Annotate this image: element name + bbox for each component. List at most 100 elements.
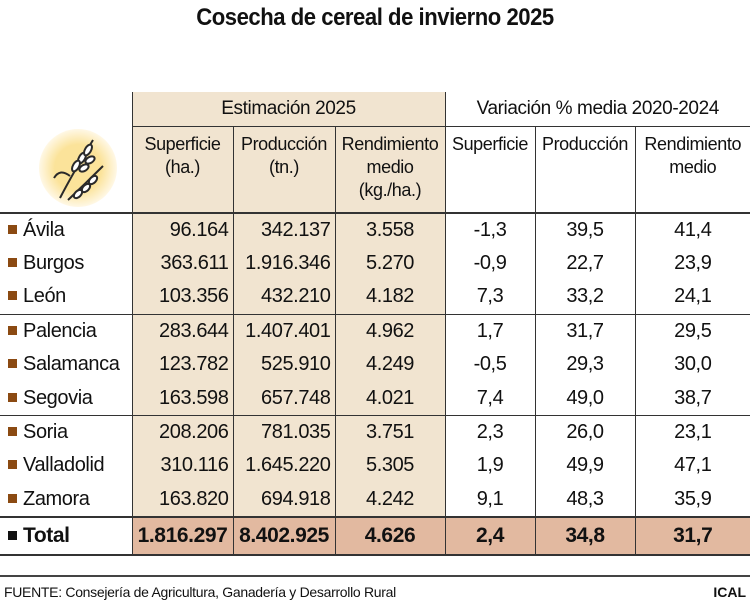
table-cell: 1,7 (444, 314, 535, 349)
total-cell: 4.626 (334, 516, 445, 557)
table-cell: -0,5 (444, 348, 535, 382)
row-name: Burgos (23, 252, 84, 275)
table-cell: 5.305 (334, 449, 445, 483)
table-cell: 283.644 (131, 314, 233, 349)
table-cell: 657.748 (232, 381, 335, 416)
table-cell: 4.242 (334, 482, 445, 518)
col-header-produccion: Producción (tn.) (232, 126, 335, 213)
table-cell: 29,5 (634, 314, 750, 349)
table-cell: 781.035 (232, 415, 335, 450)
table-cell: 29,3 (534, 348, 635, 382)
row-name: Ávila (23, 218, 65, 241)
table-cell: -1,3 (444, 212, 535, 247)
table-cell: 49,0 (534, 381, 635, 416)
table-cell: 525.910 (232, 348, 335, 382)
footer-divider (0, 575, 750, 577)
bullet-icon (8, 224, 17, 234)
table-cell: 38,7 (634, 381, 750, 416)
total-row: Total 1.816.297 8.402.925 4.626 2,4 34,8… (0, 516, 750, 557)
source-note: FUENTE: Consejería de Agricultura, Ganad… (4, 584, 396, 600)
bullet-icon (8, 325, 17, 335)
row-name: Salamanca (23, 353, 120, 376)
bullet-icon (8, 493, 17, 503)
bullet-icon (8, 291, 17, 301)
table-cell: 5.270 (334, 246, 445, 281)
row-name: Soria (23, 421, 68, 444)
table-cell: 48,3 (534, 482, 635, 518)
table-cell: 22,7 (534, 246, 635, 281)
table-cell: 49,9 (534, 449, 635, 483)
table-cell: 1.645.220 (232, 449, 335, 483)
table-cell: 9,1 (444, 482, 535, 518)
col-header-var-produccion: Producción (534, 126, 635, 213)
table-cell: 96.164 (131, 212, 233, 247)
wheat-icon (39, 129, 117, 207)
table-row: Valladolid 310.116 1.645.220 5.305 1,9 49,9 47… (0, 449, 750, 483)
total-cell: 8.402.925 (232, 516, 335, 557)
table-cell: 7,3 (444, 280, 535, 315)
table-cell: 103.356 (131, 280, 233, 315)
table-cell: 23,1 (634, 415, 750, 450)
table-cell: 163.820 (131, 482, 233, 518)
table-row: Burgos 363.611 1.916.346 5.270 -0,9 22,7 23,9 (0, 246, 750, 281)
table-cell: 26,0 (534, 415, 635, 450)
table-cell: 3.558 (334, 212, 445, 247)
table-cell: 163.598 (131, 381, 233, 416)
table-row: Zamora 163.820 694.918 4.242 9,1 48,3 35,9 (0, 482, 750, 518)
total-cell: 31,7 (634, 516, 750, 557)
row-name: Segovia (23, 386, 93, 409)
total-cell: 1.816.297 (131, 516, 233, 557)
table-cell: 123.782 (131, 348, 233, 382)
page-title: Cosecha de cereal de invierno 2025 (196, 4, 554, 31)
row-name: Palencia (23, 319, 97, 342)
table-row: Ávila 96.164 342.137 3.558 -1,3 39,5 41,4 (0, 212, 750, 247)
total-cell: 34,8 (534, 516, 635, 557)
harvest-table: Estimación 2025 Variación % media 2020-2… (0, 92, 750, 557)
table-cell: 3.751 (334, 415, 445, 450)
table-row: León 103.356 432.210 4.182 7,3 33,2 24,1 (0, 280, 750, 315)
total-cell: 2,4 (444, 516, 535, 557)
col-header-superficie: Superficie (ha.) (131, 126, 233, 213)
bullet-icon (8, 460, 17, 470)
table-cell: 31,7 (534, 314, 635, 349)
table-cell: 694.918 (232, 482, 335, 518)
table-cell: 4.182 (334, 280, 445, 315)
table-cell: 1,9 (444, 449, 535, 483)
row-name: Valladolid (23, 454, 105, 477)
col-header-var-rendimiento: Rendimiento medio (634, 126, 750, 213)
col-header-var-superficie: Superficie (444, 126, 535, 213)
table-cell: 4.249 (334, 348, 445, 382)
col-header-rendimiento: Rendimiento medio (kg./ha.) (334, 126, 445, 213)
bullet-icon (8, 531, 17, 541)
table-cell: 24,1 (634, 280, 750, 315)
row-name: Zamora (23, 487, 90, 510)
table-cell: 1.407.401 (232, 314, 335, 349)
logo: ICAL (713, 584, 746, 600)
bullet-icon (8, 392, 17, 402)
bullet-icon (8, 427, 17, 437)
table-row: Salamanca 123.782 525.910 4.249 -0,5 29,3 30,0 (0, 348, 750, 382)
table-row: Soria 208.206 781.035 3.751 2,3 26,0 23,1 (0, 415, 750, 450)
group-header-variacion: Variación % media 2020-2024 (444, 92, 750, 127)
table-cell: 47,1 (634, 449, 750, 483)
bullet-icon (8, 359, 17, 369)
table-cell: 4.962 (334, 314, 445, 349)
table-cell: 23,9 (634, 246, 750, 281)
table-row: Palencia 283.644 1.407.401 4.962 1,7 31,7 29,5 (0, 314, 750, 349)
table-cell: 4.021 (334, 381, 445, 416)
bullet-icon (8, 258, 17, 268)
table-cell: -0,9 (444, 246, 535, 281)
table-cell: 208.206 (131, 415, 233, 450)
table-cell: 33,2 (534, 280, 635, 315)
table-cell: 39,5 (534, 212, 635, 247)
table-row: Segovia 163.598 657.748 4.021 7,4 49,0 38,7 (0, 381, 750, 416)
table-cell: 41,4 (634, 212, 750, 247)
table-cell: 35,9 (634, 482, 750, 518)
table-cell: 2,3 (444, 415, 535, 450)
row-name: León (23, 285, 66, 308)
table-cell: 432.210 (232, 280, 335, 315)
table-cell: 342.137 (232, 212, 335, 247)
table-cell: 310.116 (131, 449, 233, 483)
table-cell: 1.916.346 (232, 246, 335, 281)
